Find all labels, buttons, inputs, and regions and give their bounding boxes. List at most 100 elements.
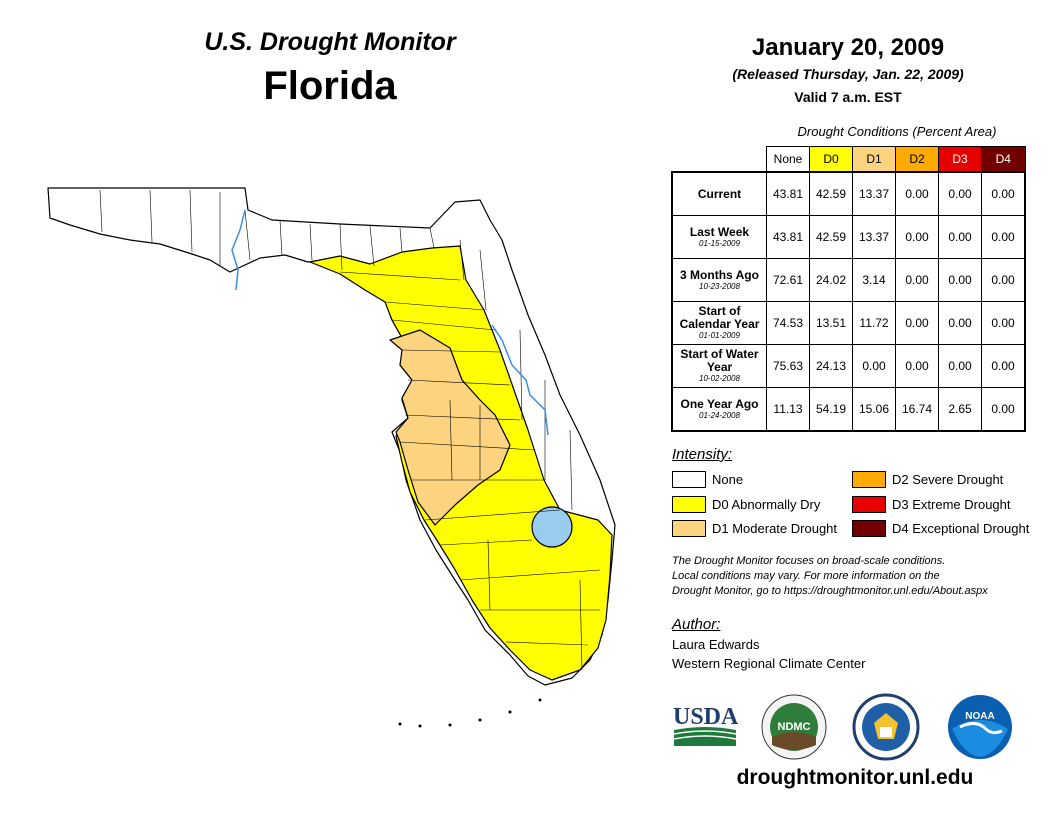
legend-swatch xyxy=(852,496,886,513)
row-date: 01-24-2008 xyxy=(699,410,740,420)
table-caption: Drought Conditions (Percent Area) xyxy=(797,124,997,139)
legend-item-d4: D4 Exceptional Drought xyxy=(852,520,1029,537)
note-line: The Drought Monitor focuses on broad-sca… xyxy=(672,555,946,567)
row-label: 3 Months Ago 10-23-2008 xyxy=(671,258,767,302)
legend-item-d0: D0 Abnormally Dry xyxy=(672,496,820,513)
table-cell: 43.81 xyxy=(766,171,810,216)
table-cell: 2.65 xyxy=(938,387,982,432)
legend-label: D3 Extreme Drought xyxy=(892,497,1011,512)
note-line: Local conditions may vary. For more info… xyxy=(672,570,940,582)
table-row: Start of Water Year 10-02-2008 75.63 24.1… xyxy=(671,344,1026,388)
table-cell: 13.51 xyxy=(809,301,853,345)
table-cell: 13.37 xyxy=(852,215,896,259)
col-header-d2: D2 xyxy=(895,146,939,173)
row-label: Last Week 01-15-2009 xyxy=(671,215,767,259)
row-label: Current xyxy=(671,171,767,216)
florida-drought-map xyxy=(47,187,616,728)
legend-swatch xyxy=(672,471,706,488)
table-row: Last Week 01-15-2009 43.81 42.59 13.37 0.… xyxy=(671,215,1026,259)
col-header-d4: D4 xyxy=(981,146,1026,173)
legend-swatch xyxy=(672,520,706,537)
table-cell: 24.02 xyxy=(809,258,853,302)
table-cell: 24.13 xyxy=(809,344,853,388)
table-cell: 16.74 xyxy=(895,387,939,432)
table-cell: 0.00 xyxy=(981,387,1026,432)
table-cell: 11.13 xyxy=(766,387,810,432)
row-label: One Year Ago 01-24-2008 xyxy=(671,387,767,432)
table-row: 3 Months Ago 10-23-2008 72.61 24.02 3.14 … xyxy=(671,258,1026,302)
doc-seal-icon xyxy=(852,693,920,761)
table-cell: 0.00 xyxy=(895,258,939,302)
author-name: Laura Edwards xyxy=(672,637,760,652)
map-date: January 20, 2009 xyxy=(751,34,945,61)
col-header-d0: D0 xyxy=(809,146,853,173)
website-url[interactable]: droughtmonitor.unl.edu xyxy=(736,766,974,789)
table-cell: 42.59 xyxy=(809,171,853,216)
table-cell: 0.00 xyxy=(938,301,982,345)
table-cell: 11.72 xyxy=(852,301,896,345)
legend-label: D0 Abnormally Dry xyxy=(712,497,821,512)
legend-swatch xyxy=(672,496,706,513)
state-title: Florida xyxy=(263,64,397,108)
monitor-title: U.S. Drought Monitor xyxy=(204,28,456,56)
table-cell: 0.00 xyxy=(981,171,1026,216)
legend-swatch xyxy=(852,471,886,488)
ndmc-logo-text: NDMC xyxy=(778,721,811,733)
row-label: Start of Calendar Year 01-01-2009 xyxy=(671,301,767,345)
table-cell: 0.00 xyxy=(895,215,939,259)
release-date: (Released Thursday, Jan. 22, 2009) xyxy=(732,66,964,82)
table-corner xyxy=(672,147,767,173)
table-cell: 75.63 xyxy=(766,344,810,388)
table-cell: 0.00 xyxy=(981,215,1026,259)
table-cell: 42.59 xyxy=(809,215,853,259)
col-header-d3: D3 xyxy=(938,146,982,173)
row-date: 01-15-2009 xyxy=(699,238,740,248)
usda-logo: USDA xyxy=(673,704,738,746)
col-header-none: None xyxy=(766,146,810,173)
legend-label: D4 Exceptional Drought xyxy=(892,521,1030,536)
table-cell: 0.00 xyxy=(895,344,939,388)
usda-logo-text: USDA xyxy=(673,704,738,730)
legend-title: Intensity: xyxy=(672,446,733,463)
valid-time: Valid 7 a.m. EST xyxy=(794,89,902,105)
table-cell: 54.19 xyxy=(809,387,853,432)
legend-label: None xyxy=(712,472,744,487)
table-cell: 3.14 xyxy=(852,258,896,302)
noaa-logo-text: NOAA xyxy=(965,711,994,722)
table-cell: 0.00 xyxy=(938,215,982,259)
table-row: Start of Calendar Year 01-01-2009 74.53 1… xyxy=(671,301,1026,345)
table-cell: 0.00 xyxy=(981,344,1026,388)
drought-conditions-table: None D0 D1 D2 D3 D4 Current 43.81 42.59 … xyxy=(671,146,1026,432)
legend-item-d1: D1 Moderate Drought xyxy=(672,520,837,537)
row-label: Start of Water Year 10-02-2008 xyxy=(671,344,767,388)
author-title: Author: xyxy=(672,616,721,633)
table-cell: 0.00 xyxy=(938,258,982,302)
table-cell: 74.53 xyxy=(766,301,810,345)
table-cell: 72.61 xyxy=(766,258,810,302)
legend-item-d3: D3 Extreme Drought xyxy=(852,496,1011,513)
table-cell: 0.00 xyxy=(981,301,1026,345)
row-date: 10-23-2008 xyxy=(699,281,740,291)
table-cell: 43.81 xyxy=(766,215,810,259)
legend-label: D2 Severe Drought xyxy=(892,472,1004,487)
legend-item-d2: D2 Severe Drought xyxy=(852,471,1003,488)
col-header-d1: D1 xyxy=(852,146,896,173)
table-row: One Year Ago 01-24-2008 11.13 54.19 15.06… xyxy=(671,387,1026,432)
legend-label: D1 Moderate Drought xyxy=(712,521,838,536)
table-cell: 13.37 xyxy=(852,171,896,216)
author-org: Western Regional Climate Center xyxy=(672,656,866,671)
table-cell: 0.00 xyxy=(938,344,982,388)
note-line: Drought Monitor, go to https://droughtmo… xyxy=(672,585,988,597)
ndmc-logo: NDMC xyxy=(761,694,827,760)
river-lines xyxy=(231,209,549,436)
lake-okeechobee xyxy=(531,506,573,548)
florida-keys xyxy=(398,698,542,728)
disclaimer-note: The Drought Monitor focuses on broad-sca… xyxy=(672,554,1042,599)
row-date: 10-02-2008 xyxy=(699,374,740,383)
table-cell: 0.00 xyxy=(895,171,939,216)
table-row: Current 43.81 42.59 13.37 0.00 0.00 0.00 xyxy=(671,171,1026,216)
table-cell: 0.00 xyxy=(938,171,982,216)
row-date: 01-01-2009 xyxy=(699,331,740,340)
table-cell: 0.00 xyxy=(852,344,896,388)
table-cell: 0.00 xyxy=(981,258,1026,302)
